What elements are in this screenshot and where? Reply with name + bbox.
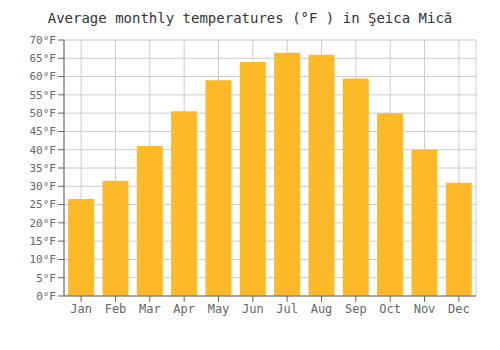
svg-text:0°F: 0°F xyxy=(36,290,56,303)
svg-text:Dec: Dec xyxy=(448,302,470,316)
svg-text:5°F: 5°F xyxy=(36,272,56,285)
svg-text:Nov: Nov xyxy=(414,302,436,316)
svg-text:May: May xyxy=(208,302,230,316)
svg-text:10°F: 10°F xyxy=(30,253,57,266)
svg-text:Sep: Sep xyxy=(345,302,367,316)
svg-text:Feb: Feb xyxy=(105,302,127,316)
svg-text:55°F: 55°F xyxy=(30,89,57,102)
svg-text:30°F: 30°F xyxy=(30,180,57,193)
svg-text:65°F: 65°F xyxy=(30,52,57,65)
svg-text:Jul: Jul xyxy=(276,302,298,316)
svg-text:Mar: Mar xyxy=(139,302,161,316)
svg-text:35°F: 35°F xyxy=(30,162,57,175)
html-text:Average monthly temperatures (: Average monthly temperatures (°F ) in Şe… xyxy=(47,10,453,26)
svg-text:Apr: Apr xyxy=(173,302,195,316)
svg-text:20°F: 20°F xyxy=(30,217,57,230)
svg-text:45°F: 45°F xyxy=(30,125,57,138)
svg-text:Oct: Oct xyxy=(379,302,401,316)
svg-text:Aug: Aug xyxy=(311,302,333,316)
svg-text:40°F: 40°F xyxy=(30,144,57,157)
svg-text:25°F: 25°F xyxy=(30,198,57,211)
svg-text:Jan: Jan xyxy=(70,302,92,316)
svg-text:60°F: 60°F xyxy=(30,70,57,83)
svg-text:50°F: 50°F xyxy=(30,107,57,120)
svg-text:70°F: 70°F xyxy=(30,34,57,47)
svg-text:15°F: 15°F xyxy=(30,235,57,248)
svg-text:Jun: Jun xyxy=(242,302,264,316)
